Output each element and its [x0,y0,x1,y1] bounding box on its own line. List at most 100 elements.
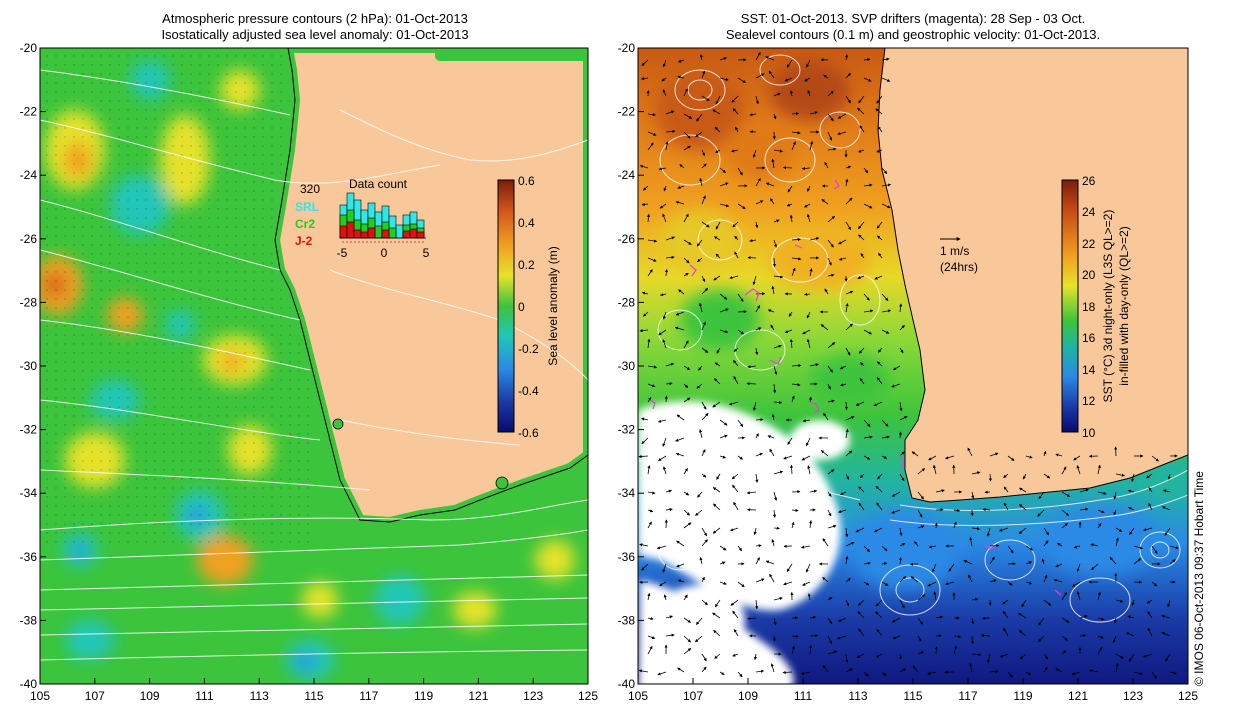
velocity-arrow [787,185,793,193]
left-title: Atmospheric pressure contours (2 hPa): 0… [40,11,590,43]
velocity-arrow [855,527,865,533]
velocity-arrow [719,308,729,313]
y-tick-label: -24 [20,168,38,182]
velocity-arrow [1161,506,1171,511]
velocity-arrow [1043,599,1052,606]
velocity-arrow [782,166,793,170]
velocity-arrow [845,290,854,295]
velocity-arrow [675,200,685,205]
velocity-arrow [772,257,777,268]
velocity-arrow [807,593,811,601]
velocity-arrow [809,237,820,241]
velocity-arrow [696,113,703,122]
velocity-arrow [917,617,924,625]
velocity-arrow [683,522,692,529]
velocity-arrow [971,471,981,475]
velocity-arrow [912,665,919,673]
velocity-arrow [683,491,690,496]
velocity-arrow [827,617,833,625]
velocity-arrow [876,149,883,153]
velocity-arrow [863,329,872,335]
velocity-arrow [683,509,690,516]
velocity-arrow [1055,563,1063,568]
y-tick-label: -40 [618,677,636,691]
y-tick-label: -22 [20,105,38,119]
sla-cbar-label: Sea level anomaly (m) [546,246,560,365]
velocity-arrow [858,599,865,606]
velocity-arrow [712,109,721,115]
velocity-arrow [791,237,801,242]
velocity-arrow [657,671,667,676]
velocity-arrow [665,489,673,493]
y-tick-label: -28 [20,295,38,309]
velocity-arrow [827,469,835,475]
velocity-arrow [755,327,762,331]
velocity-arrow [747,616,757,621]
velocity-arrow [701,449,706,457]
velocity-arrow [662,59,667,68]
velocity-arrow [694,635,703,643]
velocity-arrow [971,597,979,601]
x-tick-label: 125 [578,689,598,703]
velocity-arrow [898,431,902,439]
velocity-arrow [701,653,707,662]
velocity-arrow [732,221,739,228]
y-tick-label: -26 [618,232,636,246]
velocity-arrow [755,95,759,105]
velocity-arrow [1115,662,1119,673]
velocity-arrow [845,416,855,421]
velocity-arrow [773,470,784,475]
velocity-arrow [989,544,1000,548]
velocity-arrow [716,473,721,480]
velocity-arrow [640,77,649,81]
x-tick-label: 109 [140,689,160,703]
velocity-arrow [791,363,802,368]
velocity-arrow [683,239,692,245]
velocity-arrow [845,577,851,583]
velocity-arrow [857,611,865,619]
velocity-arrow [1165,653,1171,662]
velocity-arrow [647,396,652,403]
velocity-arrow [1112,635,1117,644]
x-tick-label: 123 [1123,689,1143,703]
velocity-arrow [863,57,871,62]
velocity-arrow [1019,487,1027,493]
velocity-arrow [881,671,887,677]
velocity-arrow [1041,558,1045,565]
x-tick-label: 123 [523,689,543,703]
sla-cbar-tick: -0.4 [518,384,539,398]
velocity-arrow [899,401,903,412]
coastline-sst [877,48,1188,503]
velocity-arrow [787,437,793,445]
velocity-arrow [695,509,703,516]
velocity-arrow [1079,507,1089,511]
velocity-arrow [683,648,692,655]
velocity-arrow [857,107,865,115]
velocity-arrow [1133,558,1142,565]
sla-cbar-tick: 0 [518,300,525,314]
velocity-arrow [1002,599,1009,605]
velocity-arrow [838,617,847,622]
y-tick-label: -38 [618,613,636,627]
velocity-arrow [1169,559,1176,565]
velocity-arrow [701,70,706,79]
velocity-arrow [1097,617,1105,621]
velocity-arrow [1148,502,1153,511]
velocity-arrow [914,541,919,547]
velocity-arrow [863,545,871,553]
velocity-arrow [647,131,657,136]
velocity-arrow [712,612,721,619]
velocity-arrow [971,491,975,499]
velocity-arrow [772,131,776,140]
inset-xtick: 5 [423,246,430,260]
velocity-arrow [1038,617,1045,626]
velocity-arrow [823,412,829,421]
svp-drifter-tracks [649,179,1062,596]
velocity-arrow [874,275,883,280]
x-tick-label: 121 [1068,689,1088,703]
velocity-arrow [719,293,728,300]
velocity-arrow [1128,653,1135,662]
velocity-arrow [1025,545,1034,551]
velocity-arrow [1113,617,1117,624]
velocity-arrow [1090,543,1099,547]
